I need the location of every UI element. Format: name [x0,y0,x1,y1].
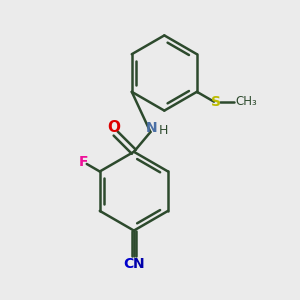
Text: O: O [107,120,120,135]
Text: H: H [158,124,168,137]
Text: C: C [124,256,134,271]
Text: N: N [133,256,145,271]
Text: CH₃: CH₃ [236,95,257,108]
Text: F: F [79,155,88,169]
Text: N: N [146,121,158,135]
Text: S: S [211,95,221,109]
